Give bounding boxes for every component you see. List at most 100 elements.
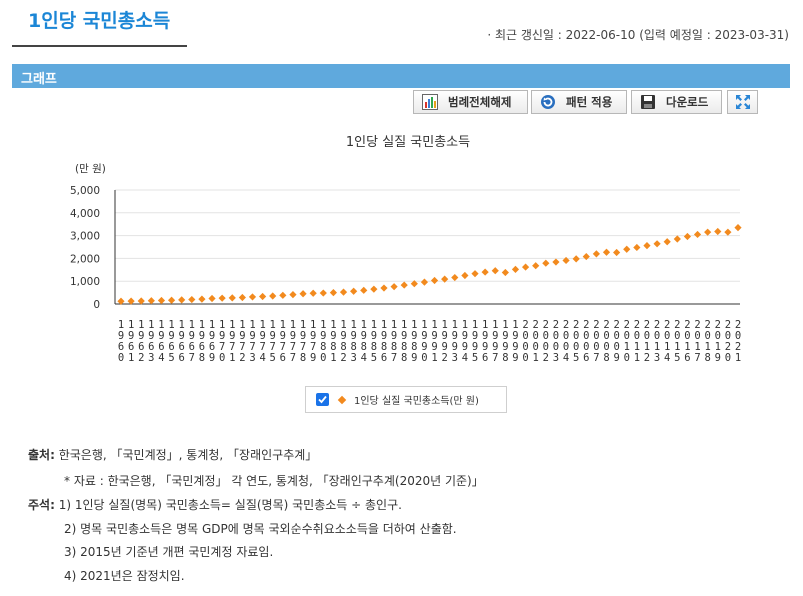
data-point[interactable]	[653, 240, 661, 248]
chart-icon	[422, 94, 438, 110]
data-point[interactable]	[319, 289, 327, 297]
data-point[interactable]	[542, 259, 550, 267]
data-point[interactable]	[410, 280, 418, 288]
legend-marker	[337, 395, 347, 404]
data-point[interactable]	[633, 243, 641, 252]
data-point[interactable]	[360, 286, 368, 294]
data-point[interactable]	[441, 275, 449, 283]
data-point[interactable]	[380, 284, 388, 292]
data-point[interactable]	[511, 265, 520, 273]
legend-toggle-all-button[interactable]: 범례전체해제	[413, 90, 528, 114]
download-button[interactable]: 다운로드	[631, 90, 722, 114]
data-point[interactable]	[643, 242, 651, 250]
data-point[interactable]	[673, 235, 681, 243]
data-point[interactable]	[663, 238, 671, 246]
grid-lines	[115, 189, 740, 305]
data-point[interactable]	[704, 228, 712, 236]
data-point[interactable]	[248, 293, 257, 301]
data-point[interactable]	[623, 245, 631, 253]
data-point[interactable]	[228, 294, 236, 302]
data-point[interactable]	[208, 294, 216, 303]
data-point[interactable]	[390, 283, 398, 291]
data-point[interactable]	[117, 297, 125, 305]
data-point[interactable]	[602, 248, 611, 256]
data-point[interactable]	[400, 281, 408, 289]
data-point[interactable]	[491, 267, 499, 275]
data-point[interactable]	[481, 268, 489, 276]
data-point[interactable]	[269, 292, 277, 300]
data-point[interactable]	[461, 271, 469, 280]
data-point[interactable]	[238, 293, 246, 302]
data-point[interactable]	[279, 291, 287, 299]
data-point[interactable]	[420, 278, 429, 286]
data-point[interactable]	[259, 292, 267, 301]
data-point[interactable]	[167, 296, 176, 304]
data-point[interactable]	[582, 252, 590, 261]
data-point[interactable]	[552, 258, 560, 266]
source-text: 한국은행, 「국민계정」, 통계청, 「장래인구추계」	[58, 448, 318, 462]
data-point[interactable]	[724, 228, 732, 236]
data-point[interactable]	[137, 297, 145, 305]
data-point[interactable]	[188, 295, 196, 304]
expand-icon	[735, 94, 751, 110]
data-point[interactable]	[430, 276, 439, 285]
data-point[interactable]	[329, 289, 338, 297]
data-point[interactable]	[613, 248, 621, 257]
data-point[interactable]	[299, 290, 307, 298]
data-point[interactable]	[451, 273, 459, 282]
legend: 1인당 실질 국민총소득(만 원)	[305, 386, 507, 413]
data-point[interactable]	[683, 232, 692, 241]
data-point[interactable]	[734, 224, 742, 232]
data-point[interactable]	[532, 262, 540, 270]
data-point[interactable]	[309, 289, 317, 297]
data-point[interactable]	[147, 297, 155, 305]
data-point[interactable]	[339, 288, 348, 296]
data-point[interactable]	[289, 291, 297, 299]
data-points	[117, 224, 742, 305]
pattern-apply-label: 패턴 적용	[566, 95, 613, 109]
data-point[interactable]	[350, 287, 358, 295]
legend-checkbox[interactable]	[316, 393, 329, 406]
data-point[interactable]	[501, 268, 509, 277]
data-point[interactable]	[693, 230, 702, 239]
data-point[interactable]	[157, 296, 166, 305]
fullscreen-button[interactable]	[727, 90, 758, 114]
pattern-apply-button[interactable]: 패턴 적용	[531, 90, 627, 114]
data-point[interactable]	[592, 250, 600, 258]
data-point[interactable]	[370, 285, 378, 293]
legend-label[interactable]: 1인당 실질 국민총소득(만 원)	[354, 396, 479, 407]
data-point[interactable]	[714, 227, 722, 236]
data-point[interactable]	[572, 255, 580, 263]
data-point[interactable]	[471, 270, 479, 278]
data-point[interactable]	[521, 263, 530, 271]
page-title: 1인당 국민총소득	[28, 10, 171, 32]
data-point[interactable]	[198, 295, 206, 303]
data-point[interactable]	[218, 294, 226, 302]
data-point[interactable]	[178, 296, 186, 304]
